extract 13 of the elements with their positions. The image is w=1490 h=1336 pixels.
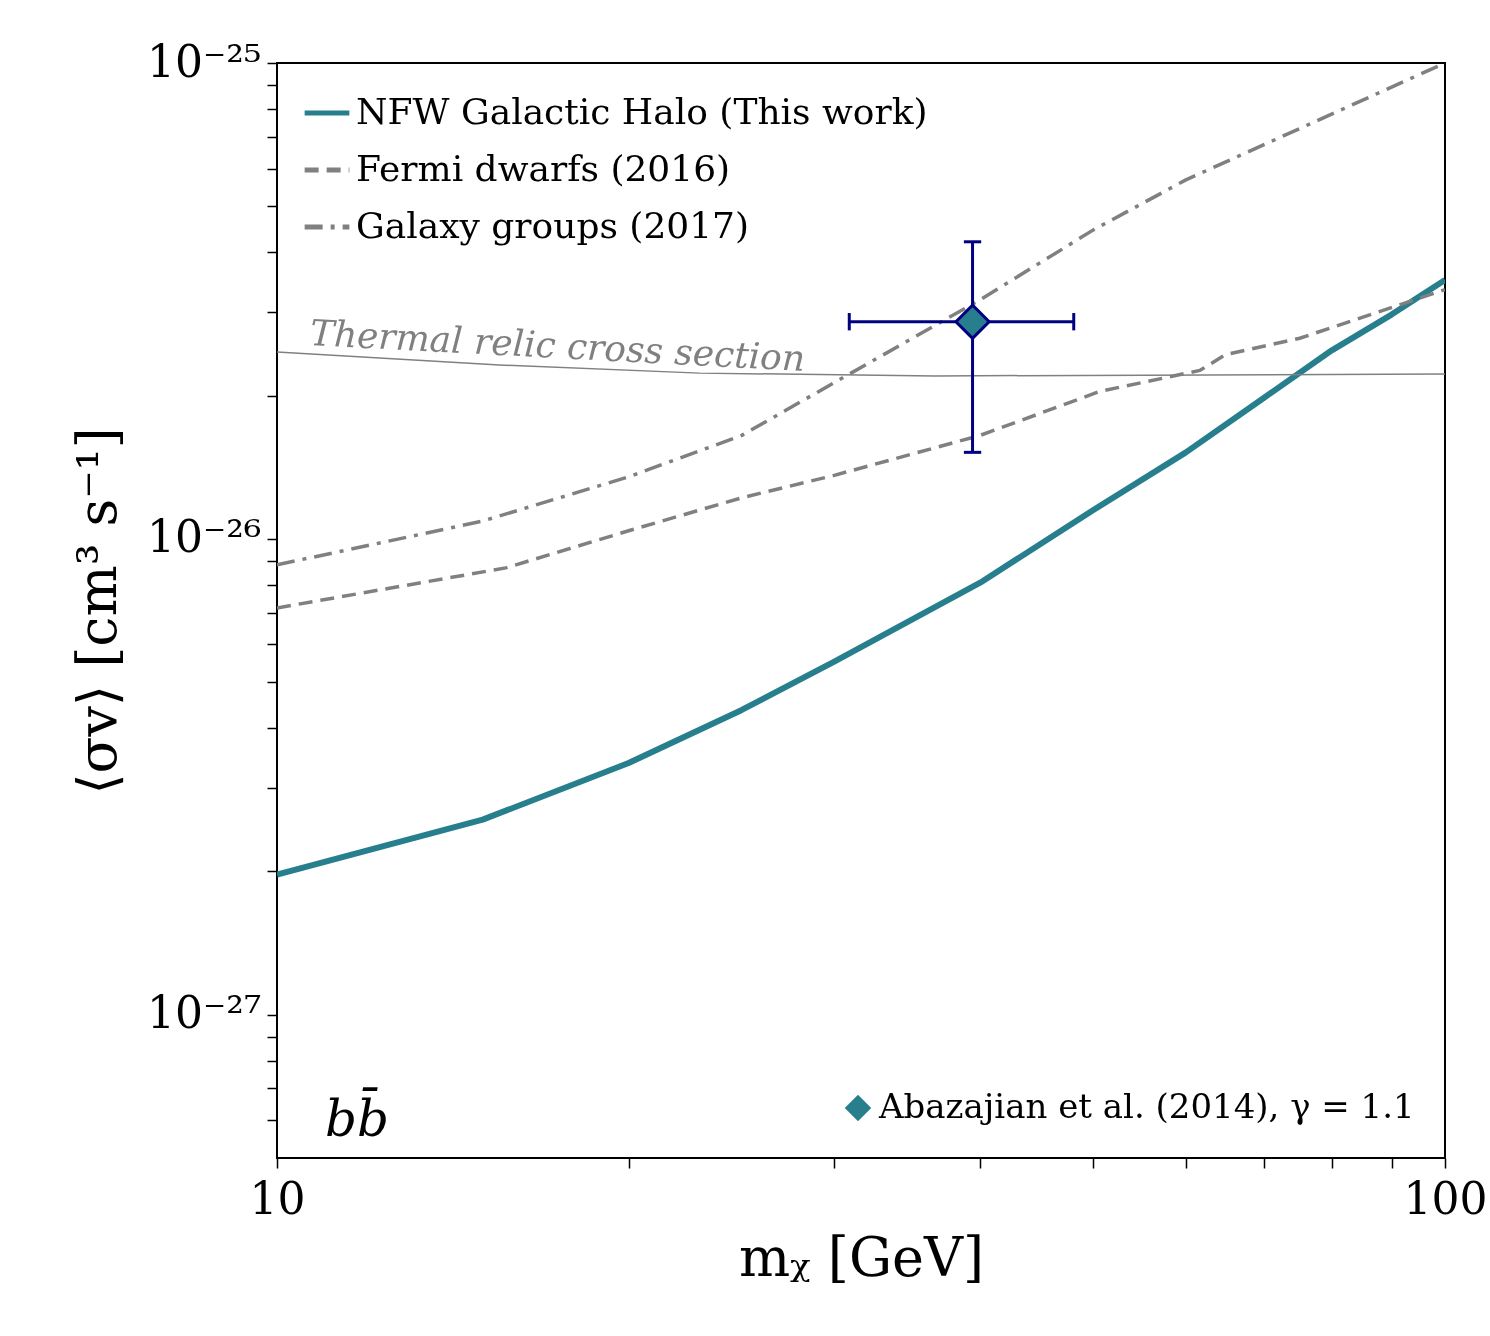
annotation: bb̄: [325, 1087, 390, 1148]
y-tick-label: 10⁻²⁵: [147, 35, 262, 87]
y-tick-label: 10⁻²⁷: [147, 987, 262, 1039]
legend-label: Galaxy groups (2017): [356, 205, 750, 246]
x-tick-label: 10: [249, 1172, 306, 1224]
y-axis-title: ⟨σv⟩ [cm³ s⁻¹]: [66, 427, 130, 795]
x-axis-title: mᵪ [GeV]: [738, 1225, 985, 1289]
annotation: Thermal relic cross section: [309, 312, 807, 379]
x-tick-label: 100: [1403, 1172, 1488, 1224]
y-tick-label: 10⁻²⁶: [147, 511, 262, 563]
legend-label: Abazajian et al. (2014), γ = 1.1: [878, 1086, 1415, 1126]
legend-label: Fermi dwarfs (2016): [356, 148, 731, 189]
legend-label: NFW Galactic Halo (This work): [356, 91, 928, 132]
